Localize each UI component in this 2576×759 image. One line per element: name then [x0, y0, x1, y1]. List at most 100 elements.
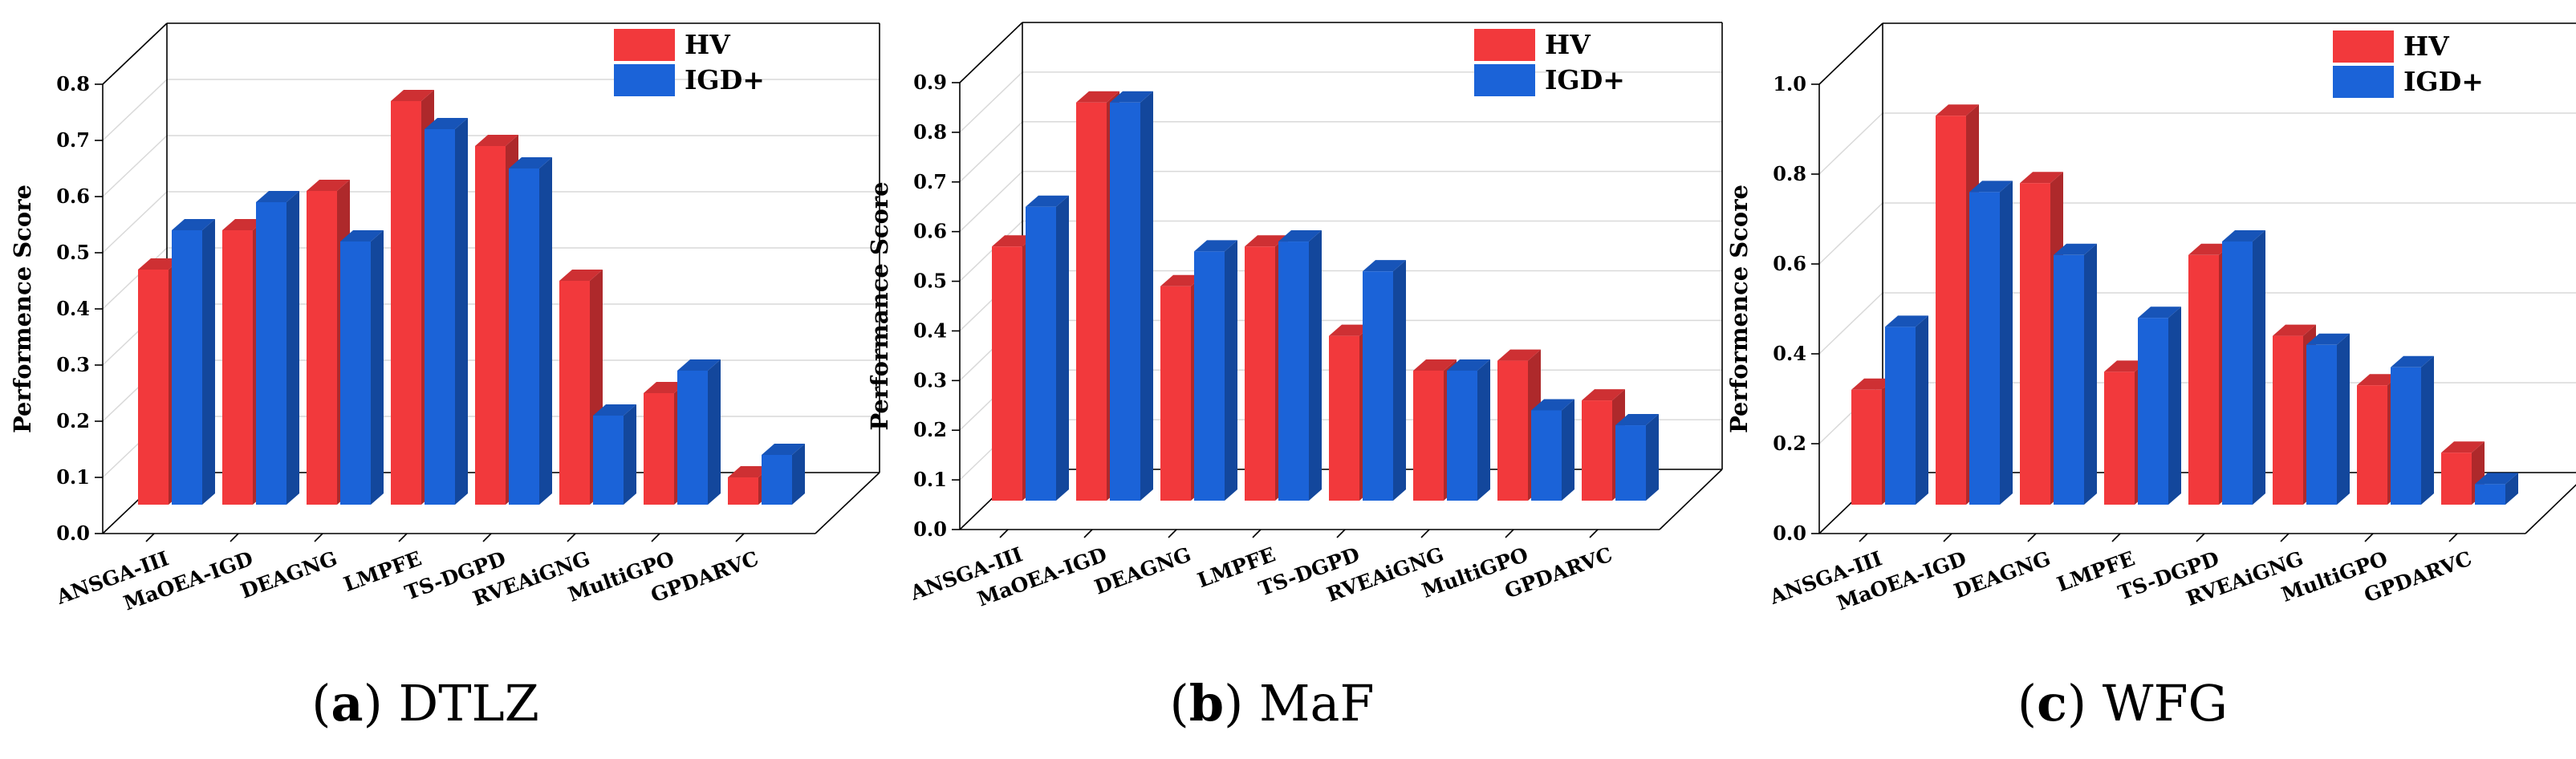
bar-igd: [2054, 243, 2097, 505]
y-tick-label: 0.0: [1773, 522, 1806, 545]
bar-igd-side: [1056, 195, 1069, 501]
legend-label-hv: HV: [685, 29, 731, 60]
bar-igd-front: [1447, 370, 1477, 501]
x-tick: [2027, 533, 2037, 542]
x-tick: [145, 533, 155, 542]
bar-igd-side: [1477, 359, 1490, 501]
bar-igd-side: [539, 157, 552, 505]
bar-igd-side: [624, 404, 636, 505]
bar-igd-side: [1393, 260, 1406, 501]
bar-igd: [256, 191, 299, 505]
bar-igd-top: [2138, 306, 2181, 319]
bar-hv-top: [1329, 324, 1372, 336]
bar-hv-top: [391, 90, 434, 101]
y-tick-label: 0.7: [913, 170, 947, 193]
bar-igd-top: [1110, 91, 1153, 103]
x-tick: [2111, 533, 2121, 542]
bar-igd: [1026, 195, 1069, 501]
bar-igd: [340, 230, 384, 505]
bar-hv-front: [559, 281, 590, 505]
bar-igd: [2222, 230, 2265, 505]
y-tick-label: 0.5: [913, 270, 947, 293]
bar-igd-front: [1278, 242, 1309, 501]
chart-panel-maf: 0.0 0.1 0.2 0.3 0.4 0.5 0.6 0.7 0.8 0.9 Performanc…: [866, 22, 1723, 611]
top-left-edge: [102, 22, 168, 85]
bar-hv-top: [1160, 274, 1204, 286]
x-tick: [1859, 533, 1868, 542]
gridline-side: [1818, 202, 1883, 265]
bar-igd-front: [593, 416, 624, 505]
bar-hv-top: [2104, 360, 2147, 372]
bar-igd: [1363, 260, 1406, 501]
bar-igd-side: [455, 118, 468, 505]
bar-igd-side: [1309, 230, 1322, 501]
x-tick: [1589, 529, 1599, 538]
gridline-side: [1818, 112, 1883, 175]
bar-igd-top: [2306, 333, 2350, 345]
bar-igd-top: [1447, 359, 1490, 371]
bar-igd-top: [1969, 181, 2013, 193]
bar-hv-top: [728, 466, 771, 477]
bar-hv-top: [1936, 104, 1979, 116]
bar-hv-front: [1329, 335, 1359, 501]
bar-hv-front: [2104, 371, 2135, 505]
bar-igd: [1447, 359, 1490, 501]
legend-swatch-hv: [1474, 29, 1535, 61]
x-tick: [2280, 533, 2290, 542]
bar-igd: [1110, 91, 1153, 501]
y-tick-label: 0.4: [913, 319, 947, 342]
bar-hv-front: [307, 191, 337, 505]
bar-igd-side: [2084, 243, 2097, 505]
bar-igd-front: [172, 230, 202, 505]
bar-igd-side: [2421, 355, 2434, 505]
y-tick-label: 0.6: [1773, 252, 1806, 275]
bar-igd-top: [2475, 473, 2518, 485]
bar-igd: [1969, 181, 2013, 505]
bar-igd-side: [1562, 399, 1574, 501]
bar-igd-side: [708, 359, 721, 505]
chart-panel-dtlz: 0.0 0.1 0.2 0.3 0.4 0.5 0.6 0.7 0.8 Performence S…: [9, 22, 880, 615]
bar-igd-top: [1194, 240, 1237, 252]
y-tick-label: 0.0: [913, 518, 947, 541]
bar-igd-front: [1026, 206, 1056, 501]
bar-igd: [1278, 230, 1322, 501]
bar-hv-front: [1160, 286, 1191, 501]
bar-igd: [593, 404, 636, 505]
bar-igd-side: [792, 444, 805, 505]
bar-igd-front: [2391, 367, 2421, 505]
caption-dtlz: (a) DTLZ: [311, 674, 539, 733]
bar-igd-front: [340, 242, 371, 505]
bar-igd-front: [2222, 242, 2253, 505]
bar-hv-front: [1936, 116, 1966, 505]
y-axis-label: Performence Score: [9, 185, 36, 433]
y-tick-label: 0.7: [56, 128, 90, 152]
y-tick-label: 0.9: [913, 71, 947, 94]
bar-hv-top: [1076, 91, 1119, 103]
bar-igd-front: [2054, 254, 2084, 505]
bar-igd-top: [677, 359, 721, 371]
bar-hv-top: [138, 258, 181, 270]
legend-swatch-hv: [2333, 30, 2394, 63]
x-tick: [567, 533, 576, 542]
floor-right-edge: [815, 472, 880, 534]
gridline-side: [959, 121, 1023, 183]
bar-hv-front: [222, 230, 253, 505]
bar-hv-top: [559, 270, 603, 281]
gridline-side: [959, 71, 1023, 133]
x-tick: [651, 533, 660, 542]
legend-swatch-igd: [614, 64, 675, 96]
bar-hv-front: [644, 393, 674, 505]
y-tick-label: 0.1: [913, 468, 947, 491]
x-tick: [1336, 529, 1346, 538]
bar-hv-top: [222, 219, 266, 230]
caption-maf: (b) MaF: [1169, 674, 1375, 733]
legend-label-hv: HV: [2403, 30, 2450, 62]
caption-name: MaF: [1259, 674, 1375, 733]
x-tick: [2364, 533, 2374, 542]
bar-hv-front: [992, 246, 1022, 501]
bar-hv-front: [475, 146, 506, 505]
bar-hv-top: [1413, 359, 1457, 371]
bar-hv-front: [2273, 335, 2303, 505]
bar-igd: [2306, 333, 2350, 505]
